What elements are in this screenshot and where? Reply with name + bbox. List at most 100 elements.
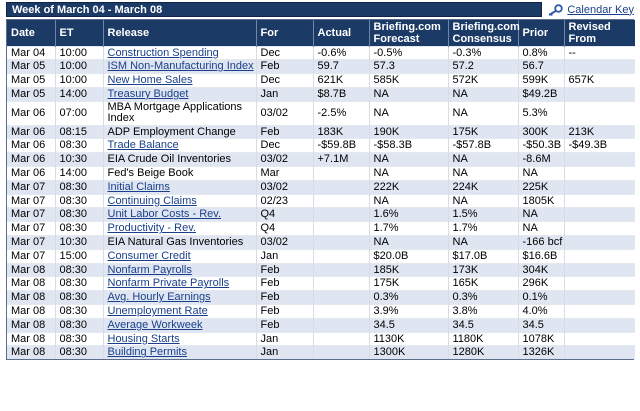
cell-forecast: 185K bbox=[369, 262, 449, 277]
table-row: Mar 07 08:30 Continuing Claims 02/23 NA NA 180… bbox=[7, 193, 635, 208]
cell-prior: -8.6M bbox=[518, 152, 565, 167]
release-link[interactable]: Treasury Budget bbox=[107, 87, 189, 100]
cell-for: Feb bbox=[256, 59, 314, 74]
table-row: Mar 06 08:30 Trade Balance Dec -$59.8B -$58.3… bbox=[7, 138, 635, 153]
cell-consensus: 1.7% bbox=[448, 221, 519, 236]
cell-prior: $16.6B bbox=[518, 248, 565, 264]
cell-date: Mar 07 bbox=[7, 207, 56, 222]
cell-revised: 657K bbox=[564, 73, 635, 88]
cell-release: Construction Spending bbox=[103, 45, 257, 60]
cell-et: 08:30 bbox=[55, 179, 104, 195]
cell-consensus: 3.8% bbox=[448, 304, 519, 319]
release-link[interactable]: Trade Balance bbox=[107, 139, 179, 152]
cell-actual bbox=[313, 262, 370, 277]
cell-et: 08:30 bbox=[55, 207, 104, 222]
cell-revised bbox=[564, 193, 635, 208]
cell-actual bbox=[313, 179, 370, 195]
cell-date: Mar 07 bbox=[7, 235, 56, 250]
column-header-for: For bbox=[256, 20, 314, 46]
cell-for: Jan bbox=[256, 331, 314, 346]
cell-actual bbox=[313, 317, 370, 333]
release-link[interactable]: Building Permits bbox=[107, 346, 187, 359]
cell-for: Feb bbox=[256, 317, 314, 333]
week-title: Week of March 04 - March 08 bbox=[6, 2, 542, 17]
cell-forecast: 585K bbox=[369, 73, 449, 88]
cell-et: 08:15 bbox=[55, 124, 104, 139]
cell-et: 10:30 bbox=[55, 152, 104, 167]
cell-for: Jan bbox=[256, 345, 314, 360]
column-header-revised-from: Revised From bbox=[564, 20, 635, 46]
cell-release: Average Workweek bbox=[103, 317, 257, 333]
cell-et: 08:30 bbox=[55, 345, 104, 360]
cell-consensus: 572K bbox=[448, 73, 519, 88]
cell-actual bbox=[313, 304, 370, 319]
cell-consensus: NA bbox=[448, 235, 519, 250]
cell-prior: NA bbox=[518, 207, 565, 222]
cell-actual: -0.6% bbox=[313, 45, 370, 60]
release-link[interactable]: Average Workweek bbox=[107, 318, 203, 331]
cell-revised bbox=[564, 86, 635, 102]
key-icon bbox=[547, 3, 564, 16]
calendar-key-label[interactable]: Calendar Key bbox=[567, 3, 634, 16]
release-link[interactable]: Nonfarm Private Payrolls bbox=[107, 277, 230, 290]
cell-consensus: 175K bbox=[448, 124, 519, 139]
table-row: Mar 07 15:00 Consumer Credit Jan $20.0B $17.0… bbox=[7, 248, 635, 264]
cell-for: Jan bbox=[256, 86, 314, 102]
cell-for: Feb bbox=[256, 124, 314, 139]
release-link[interactable]: Unit Labor Costs - Rev. bbox=[107, 208, 222, 221]
cell-forecast: NA bbox=[369, 166, 449, 181]
cell-release: Nonfarm Private Payrolls bbox=[103, 276, 257, 291]
cell-forecast: NA bbox=[369, 86, 449, 102]
release-link[interactable]: Nonfarm Payrolls bbox=[107, 263, 192, 276]
table-row: Mar 04 10:00 Construction Spending Dec -0.6%… bbox=[7, 45, 635, 60]
table-row: Mar 08 08:30 Average Workweek Feb 34.5 34.5 34… bbox=[7, 317, 635, 333]
cell-for: 03/02 bbox=[256, 152, 314, 167]
cell-consensus: 173K bbox=[448, 262, 519, 277]
calendar-key-link[interactable]: Calendar Key bbox=[547, 2, 634, 17]
cell-consensus: NA bbox=[448, 152, 519, 167]
cell-actual bbox=[313, 235, 370, 250]
cell-date: Mar 05 bbox=[7, 86, 56, 102]
cell-forecast: NA bbox=[369, 235, 449, 250]
cell-prior: 4.0% bbox=[518, 304, 565, 319]
release-link[interactable]: Continuing Claims bbox=[107, 194, 197, 207]
cell-release: MBA Mortgage Applications Index bbox=[103, 100, 257, 126]
cell-date: Mar 08 bbox=[7, 262, 56, 277]
cell-date: Mar 06 bbox=[7, 166, 56, 181]
cell-forecast: 0.3% bbox=[369, 290, 449, 305]
cell-revised bbox=[564, 331, 635, 346]
cell-release: Productivity - Rev. bbox=[103, 221, 257, 236]
table-row: Mar 07 10:30 EIA Natural Gas Inventories 03… bbox=[7, 235, 635, 250]
cell-release: Nonfarm Payrolls bbox=[103, 262, 257, 277]
release-link[interactable]: Consumer Credit bbox=[107, 249, 191, 262]
cell-release: Unemployment Rate bbox=[103, 304, 257, 319]
cell-release: EIA Natural Gas Inventories bbox=[103, 235, 257, 250]
release-link[interactable]: Unemployment Rate bbox=[107, 305, 208, 318]
cell-et: 08:30 bbox=[55, 317, 104, 333]
cell-actual bbox=[313, 276, 370, 291]
table-row: Mar 07 08:30 Initial Claims 03/02 222K 224K 22… bbox=[7, 179, 635, 195]
table-body: Mar 04 10:00 Construction Spending Dec -0.6%… bbox=[7, 45, 635, 360]
cell-actual bbox=[313, 345, 370, 360]
cell-release: Consumer Credit bbox=[103, 248, 257, 264]
cell-forecast: 1.7% bbox=[369, 221, 449, 236]
cell-prior: NA bbox=[518, 166, 565, 181]
cell-revised: 213K bbox=[564, 124, 635, 139]
cell-prior: 0.8% bbox=[518, 45, 565, 60]
cell-revised bbox=[564, 221, 635, 236]
table-row: Mar 08 08:30 Nonfarm Private Payrolls Feb 17… bbox=[7, 276, 635, 291]
release-link[interactable]: ISM Non-Manufacturing Index bbox=[107, 60, 254, 73]
release-link[interactable]: Construction Spending bbox=[107, 46, 219, 59]
release-link[interactable]: New Home Sales bbox=[107, 74, 193, 87]
cell-prior: 34.5 bbox=[518, 317, 565, 333]
release-link[interactable]: Housing Starts bbox=[107, 332, 180, 345]
table-row: Mar 05 14:00 Treasury Budget Jan $8.7B NA NA $4… bbox=[7, 86, 635, 102]
release-link[interactable]: Productivity - Rev. bbox=[107, 222, 196, 235]
cell-for: Feb bbox=[256, 262, 314, 277]
cell-et: 10:00 bbox=[55, 73, 104, 88]
cell-release: Initial Claims bbox=[103, 179, 257, 195]
release-link[interactable]: Avg. Hourly Earnings bbox=[107, 291, 211, 304]
cell-forecast: NA bbox=[369, 100, 449, 126]
release-link[interactable]: Initial Claims bbox=[107, 180, 170, 193]
cell-for: Dec bbox=[256, 138, 314, 153]
